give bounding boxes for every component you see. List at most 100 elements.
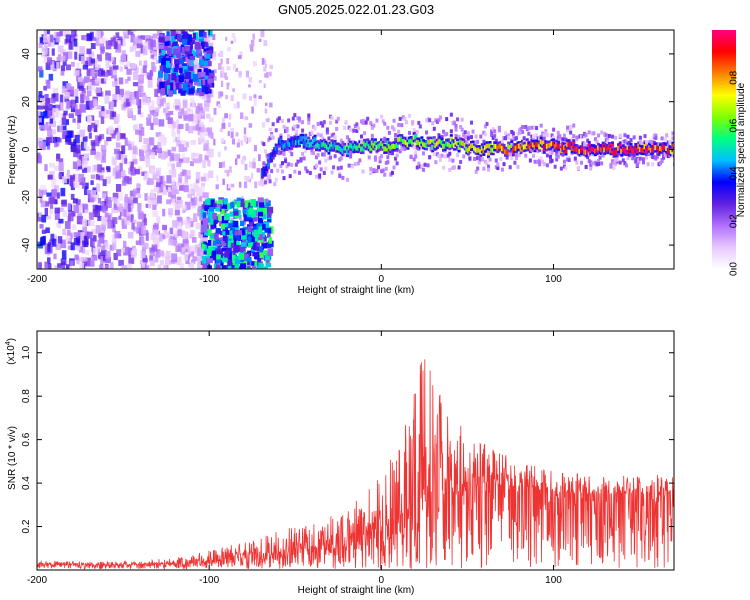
y-tick-label: 0.8: [21, 389, 32, 403]
spectrogram-cell: [285, 128, 289, 133]
spectrogram-cell: [387, 130, 391, 135]
spectrogram-cell: [290, 138, 294, 144]
spectrogram-cell: [313, 145, 317, 150]
spectrogram-cell: [151, 62, 156, 70]
spectrogram-cell: [185, 71, 192, 80]
spectrogram-cell: [49, 104, 53, 111]
spectrogram-cell: [263, 204, 268, 211]
spectrogram-cell: [311, 138, 315, 144]
spectrogram-cell: [97, 197, 102, 204]
spectrogram-cell: [318, 160, 322, 165]
spectrogram-cell: [133, 197, 138, 204]
spectrogram-cell: [124, 137, 128, 146]
spectrogram-cell: [294, 162, 298, 167]
spectrogram-cell: [55, 140, 60, 147]
spectrogram-cell: [239, 51, 243, 57]
spectrogram-cell: [212, 212, 217, 220]
colorbar-label: Normalized spectral amplitude: [736, 82, 747, 217]
spectrogram-cell: [564, 166, 568, 171]
spectrogram-cell: [87, 220, 91, 225]
spectrogram-cell: [260, 30, 265, 38]
spectrogram-cell: [542, 162, 546, 167]
spectrogram-cell: [198, 124, 205, 133]
spectrogram-cell: [193, 51, 199, 57]
spectrogram-cell: [415, 140, 419, 146]
spectrogram-cell: [61, 85, 66, 94]
spectrogram-cell: [91, 255, 95, 264]
spectrogram-cell: [93, 98, 97, 107]
spectrogram-cell: [56, 154, 60, 162]
spectrogram-cell: [597, 133, 601, 138]
spectrogram-cell: [147, 75, 153, 80]
spectrogram-cell: [369, 145, 373, 151]
spectrogram-cell: [216, 101, 221, 107]
spectrogram-cell: [522, 144, 526, 150]
spectrogram-cell: [159, 176, 163, 185]
spectrogram-cell: [176, 34, 183, 42]
spectrogram-cell: [73, 204, 79, 213]
spectrogram-cell: [279, 138, 283, 144]
spectrogram-cell: [468, 156, 472, 161]
spectrogram-cell: [672, 149, 674, 155]
spectrogram-cell: [270, 133, 274, 138]
spectrogram-cell: [566, 125, 570, 130]
spectrogram-cell: [462, 154, 466, 159]
spectrogram-cell: [190, 262, 195, 269]
spectrogram-cell: [403, 146, 407, 151]
spectrogram-cell: [339, 156, 343, 161]
spectrogram-cell: [69, 232, 73, 239]
spectrogram-cell: [562, 145, 566, 151]
spectrogram-cell: [174, 98, 181, 104]
spectrogram-cell: [182, 169, 187, 177]
spectrogram-cell: [206, 258, 213, 264]
spectrogram-cell: [124, 217, 130, 225]
spectrogram-cell: [448, 157, 452, 162]
spectrogram-cell: [154, 107, 160, 112]
spectrogram-cell: [63, 110, 68, 116]
spectrogram-cell: [525, 141, 529, 147]
spectrogram-cell: [223, 213, 230, 221]
spectrogram-cell: [428, 118, 432, 123]
spectrogram-cell: [148, 105, 154, 112]
spectrogram-cell: [488, 157, 492, 162]
spectrogram-cell: [215, 228, 221, 235]
spectrogram-cell: [207, 74, 212, 80]
spectrogram-cell: [310, 150, 314, 155]
spectrogram-cell: [156, 96, 162, 104]
spectrogram-cell: [190, 139, 196, 145]
spectrogram-cell: [240, 201, 246, 208]
spectrogram-cell: [327, 136, 331, 141]
spectrogram-cell: [77, 149, 81, 159]
spectrogram-cell: [129, 165, 134, 172]
spectrogram-cell: [177, 133, 181, 141]
spectrogram-cell: [284, 142, 288, 148]
spectrogram-cell: [296, 116, 300, 121]
spectrogram-cell: [72, 161, 79, 169]
spectrogram-cell: [531, 137, 535, 142]
spectrogram-cell: [49, 118, 53, 124]
spectrogram-cell: [96, 135, 102, 141]
spectrogram-cell: [228, 265, 232, 269]
spectrogram-cell: [104, 196, 109, 204]
spectrogram-cell: [213, 107, 217, 115]
spectrogram-cell: [476, 139, 480, 144]
spectrogram-cell: [538, 158, 542, 163]
spectrogram-cell: [294, 140, 298, 146]
spectrogram-cell: [44, 207, 49, 217]
spectrogram-cell: [527, 131, 531, 136]
spectrogram-cell: [304, 136, 308, 142]
spectrogram-cell: [91, 85, 95, 92]
spectrogram-cell: [70, 86, 75, 95]
spectrogram-cell: [171, 78, 177, 84]
spectrogram-cell: [198, 30, 204, 37]
spectrogram-cell: [482, 130, 486, 135]
spectrogram-cell: [258, 79, 262, 84]
spectrogram-cell: [90, 149, 96, 155]
spectrogram-cell: [208, 252, 215, 261]
spectrogram-cell: [262, 250, 268, 255]
spectrogram-cell: [307, 139, 311, 145]
spectrogram-cell: [452, 165, 456, 170]
spectrogram-cell: [179, 185, 184, 191]
spectrogram-cell: [176, 49, 182, 57]
spectrogram-cell: [186, 60, 192, 66]
